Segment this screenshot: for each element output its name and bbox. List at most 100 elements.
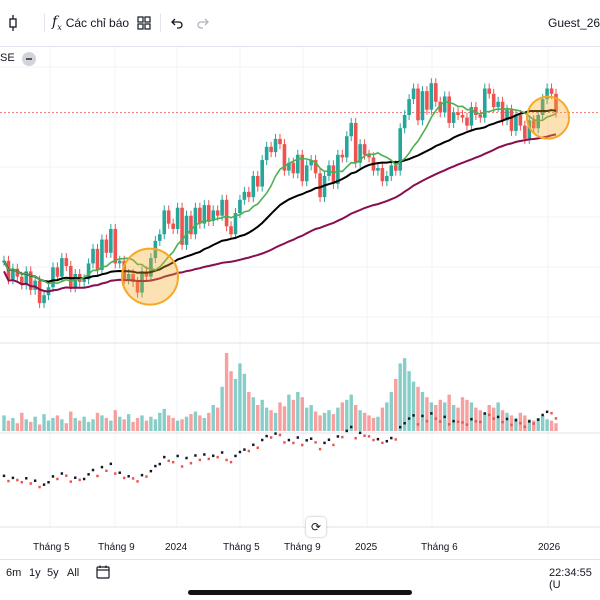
candle-body (33, 280, 37, 290)
user-name[interactable]: Guest_269 (548, 16, 600, 30)
candle-body (509, 109, 514, 131)
range-1y[interactable]: 1y (29, 567, 41, 579)
candle-body (282, 144, 287, 171)
candle-body (60, 258, 64, 277)
mini-candle (336, 435, 340, 438)
candle-body (393, 165, 398, 171)
highlight-circle (526, 95, 570, 140)
candle-body (184, 215, 189, 245)
mini-candle (292, 441, 295, 445)
volume-bar (86, 421, 91, 431)
candle-style-icon[interactable] (6, 13, 20, 33)
chart-area[interactable] (0, 47, 600, 537)
candle-body (64, 258, 69, 267)
candle-body (398, 128, 402, 171)
volume-bar (11, 418, 15, 431)
ma-short-line (3, 100, 557, 285)
mini-candle (309, 437, 313, 440)
candle-body (162, 210, 167, 235)
mini-candle (140, 473, 144, 477)
candle-body (131, 274, 135, 282)
mini-candle (131, 477, 135, 480)
mini-candle (145, 475, 148, 478)
candle-body (242, 191, 247, 200)
volume-bar (465, 399, 469, 431)
toolbar-divider (160, 14, 161, 32)
mini-candle (470, 417, 473, 421)
clock-time[interactable]: 22:34:55 (U (549, 567, 592, 591)
candle-body (545, 88, 549, 100)
volume-bar (549, 420, 554, 431)
candle-body (309, 160, 313, 166)
mini-candle (434, 417, 438, 420)
range-6m[interactable]: 6m (6, 567, 22, 579)
mini-candle (216, 455, 219, 459)
volume-bar (247, 392, 251, 431)
candle-body (238, 199, 242, 214)
volume-bar (527, 419, 531, 431)
volume-bar (189, 414, 193, 431)
volume-bar (438, 399, 442, 431)
mini-candle (305, 439, 308, 442)
volume-bar (460, 397, 465, 431)
candle-body (447, 96, 451, 123)
mini-candle (354, 437, 357, 440)
x-tick-label: Tháng 6 (421, 542, 458, 553)
candle-body (189, 215, 193, 235)
volume-bar (536, 418, 540, 431)
candle-body (487, 88, 492, 94)
undo-icon[interactable] (170, 13, 184, 33)
layout-grid-icon[interactable] (137, 13, 151, 33)
volume-bar (126, 414, 131, 431)
reset-chart-button[interactable]: ⟳ (306, 517, 326, 537)
volume-bar (140, 415, 144, 431)
mini-candle (20, 480, 24, 484)
range-5y[interactable]: 5y (47, 567, 59, 579)
volume-bar (349, 394, 353, 431)
candle-body (531, 120, 536, 129)
volume-bar (220, 386, 224, 431)
candle-body (51, 267, 55, 288)
mini-candle (363, 434, 366, 437)
volume-bar (514, 418, 518, 431)
candle-body (73, 274, 78, 288)
volume-bar (264, 407, 269, 431)
calendar-icon[interactable] (96, 565, 110, 582)
mini-candle (287, 438, 291, 442)
ma-long-line (3, 109, 557, 283)
mini-candle (350, 425, 353, 429)
collapse-legend-button[interactable] (22, 52, 36, 66)
mini-candle (536, 418, 540, 421)
mini-candle (105, 469, 108, 473)
candle-body (198, 207, 202, 224)
range-all[interactable]: All (67, 567, 80, 579)
indicators-button[interactable]: fx Các chỉ báo (52, 13, 129, 33)
candle-body (425, 91, 429, 110)
mini-candle (488, 413, 491, 417)
volume-bar (233, 379, 238, 431)
candle-body (11, 268, 15, 280)
x-tick-label: 2024 (165, 542, 188, 553)
volume-bar (291, 399, 296, 431)
mini-candle (479, 420, 482, 424)
volume-bar (273, 412, 278, 431)
volume-bar (269, 410, 273, 431)
volume-bar (429, 402, 434, 431)
candle-body (340, 154, 345, 158)
redo-icon[interactable] (196, 13, 210, 33)
candle-body (407, 99, 411, 115)
mini-candle (7, 479, 10, 483)
volume-bar (193, 411, 198, 431)
candle-body (304, 165, 309, 182)
volume-bar (523, 415, 527, 431)
volume-bar (518, 412, 523, 431)
mini-candle (47, 481, 50, 484)
mini-candle (260, 438, 264, 442)
price-chart[interactable] (0, 47, 600, 537)
candle-body (313, 160, 318, 174)
mini-candle (528, 420, 531, 423)
candle-body (211, 210, 216, 221)
mini-candle (541, 413, 544, 417)
mini-candle (452, 419, 455, 423)
candle-body (68, 266, 73, 288)
